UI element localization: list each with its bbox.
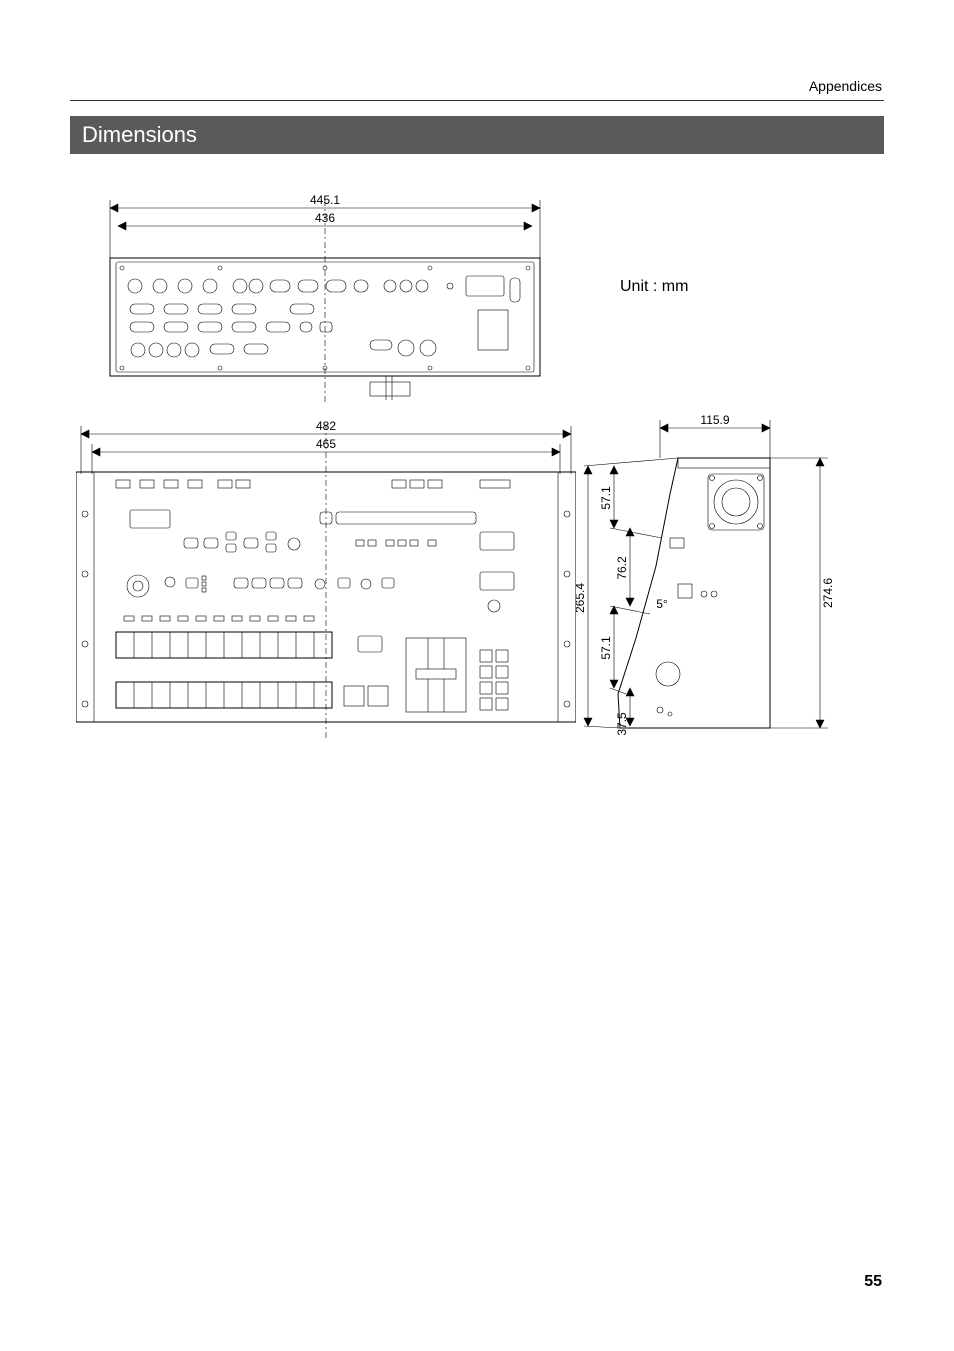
section-title: Dimensions <box>70 116 884 154</box>
front-outer-dim: 482 <box>316 419 336 433</box>
header-rule <box>70 100 884 101</box>
side-seg-top: 57.1 <box>599 486 613 510</box>
rear-inner-dim: 436 <box>315 211 335 225</box>
rear-view-diagram: 445.1 436 <box>90 190 560 410</box>
breadcrumb: Appendices <box>809 78 882 94</box>
side-seg-midlo: 57.1 <box>599 636 613 660</box>
side-seg-midup: 76.2 <box>615 556 629 580</box>
side-view-diagram: 115.9 274.6 <box>560 408 840 748</box>
page: Appendices Dimensions Unit : mm 445.1 43… <box>0 0 954 1351</box>
rear-outer-dim: 445.1 <box>310 193 340 207</box>
side-depth-dim: 115.9 <box>700 413 729 427</box>
front-view-diagram: 482 465 <box>76 414 576 744</box>
unit-label: Unit : mm <box>620 278 688 296</box>
page-number: 55 <box>864 1273 882 1291</box>
side-height-dim: 274.6 <box>821 578 835 608</box>
side-tilt: 5° <box>656 597 668 611</box>
side-seg-total: 265.4 <box>573 583 587 613</box>
side-seg-bottom: 37.5 <box>615 712 629 736</box>
front-inner-dim: 465 <box>316 437 336 451</box>
